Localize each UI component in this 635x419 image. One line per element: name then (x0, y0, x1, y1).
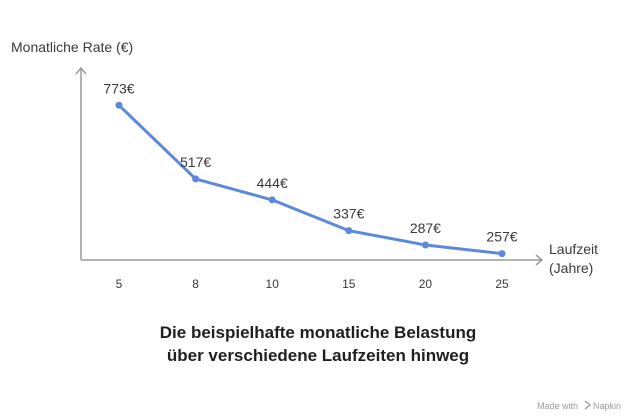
x-axis-title-line1: Laufzeit (549, 241, 598, 257)
napkin-logo-icon (584, 400, 592, 410)
data-point (268, 196, 276, 204)
x-tick-label: 20 (419, 277, 433, 291)
x-tick-labels: 5 8 10 15 20 25 (116, 277, 509, 291)
watermark-brand: Napkin (593, 401, 621, 411)
data-point (345, 227, 353, 235)
x-axis-arrow-icon (535, 254, 544, 266)
data-point (192, 175, 200, 183)
x-tick-label: 10 (266, 277, 280, 291)
data-label: 444€ (257, 175, 288, 191)
chart-caption-line2: über verschiedene Laufzeiten hinweg (167, 346, 469, 365)
x-axis-title-line2: (Jahre) (549, 260, 593, 276)
data-label: 773€ (103, 80, 134, 96)
data-label: 257€ (486, 229, 517, 245)
axes (75, 66, 544, 266)
x-tick-label: 5 (116, 277, 123, 291)
x-tick-label: 15 (342, 277, 356, 291)
x-tick-label: 25 (495, 277, 509, 291)
data-point (421, 241, 429, 249)
x-tick-label: 8 (192, 277, 199, 291)
data-labels: 773€ 517€ 444€ 337€ 287€ 257€ (103, 80, 517, 244)
data-label: 517€ (180, 154, 211, 170)
watermark-text: Made with (537, 401, 578, 411)
series-line (117, 103, 504, 256)
watermark: Made with Napkin (537, 400, 621, 411)
data-label: 287€ (410, 220, 441, 236)
data-point (498, 250, 506, 258)
data-points (115, 101, 506, 258)
data-point (115, 101, 123, 109)
chart-caption-line1: Die beispielhafte monatliche Belastung (160, 323, 476, 342)
y-axis-title: Monatliche Rate (€) (11, 39, 133, 55)
y-axis-arrow-icon (75, 66, 87, 75)
data-label: 337€ (333, 206, 364, 222)
